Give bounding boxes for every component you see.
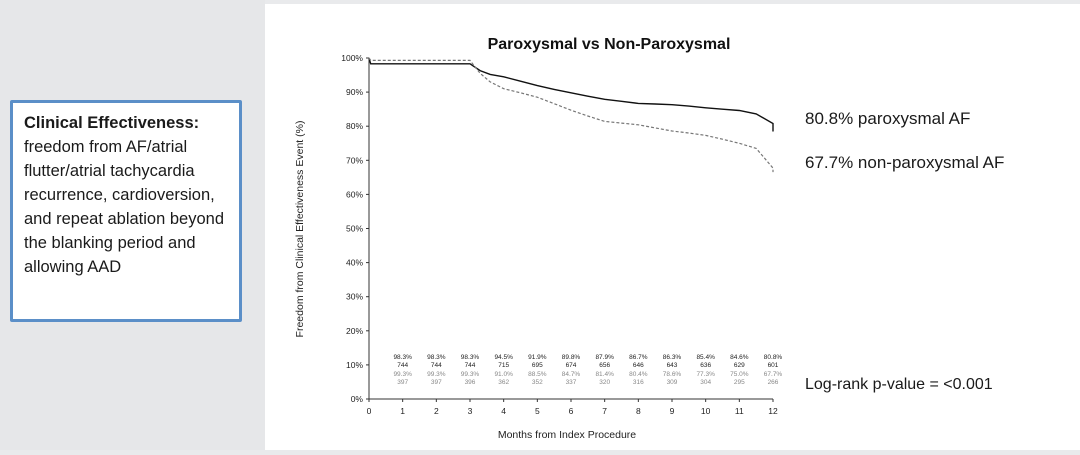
risk-table-cell: 629 (734, 362, 745, 369)
y-tick-label: 90% (346, 87, 363, 97)
risk-table-cell: 81.4% (595, 371, 614, 378)
clinical-effectiveness-box: Clinical Effectiveness: freedom from AF/… (10, 100, 242, 322)
y-tick-label: 40% (346, 258, 363, 268)
x-tick-label: 0 (367, 406, 372, 416)
clinical-effectiveness-title: Clinical Effectiveness: (24, 114, 200, 132)
risk-table-cell: 91.9% (528, 354, 547, 361)
x-tick-label: 4 (501, 406, 506, 416)
x-tick-label: 6 (569, 406, 574, 416)
risk-table-cell: 84.6% (730, 354, 749, 361)
paroxysmal-curve (368, 57, 774, 132)
risk-table-cell: 85.4% (696, 354, 715, 361)
risk-table-cell: 266 (768, 379, 779, 386)
risk-table-cell: 636 (700, 362, 711, 369)
risk-table-cell: 695 (532, 362, 543, 369)
paroxysmal-end-label: 80.8% paroxysmal AF (805, 109, 970, 128)
kaplan-meier-chart: Paroxysmal vs Non-Paroxysmal 0% 10% 20% 30%… (294, 36, 1004, 441)
survival-curves (368, 57, 774, 173)
risk-table-cell: 77.3% (696, 371, 715, 378)
risk-table-cell: 84.7% (562, 371, 581, 378)
risk-table-cell: 309 (667, 379, 678, 386)
x-tick-label: 5 (535, 406, 540, 416)
risk-table-cell: 601 (768, 362, 779, 369)
risk-table-cell: 362 (498, 379, 509, 386)
risk-table-cell: 99.3% (393, 371, 412, 378)
x-tick-label: 2 (434, 406, 439, 416)
risk-table-cell: 320 (599, 379, 610, 386)
risk-table-cell: 352 (532, 379, 543, 386)
x-tick-label: 12 (768, 406, 778, 416)
x-tick-label: 11 (735, 406, 744, 416)
risk-table-cell: 86.3% (663, 354, 682, 361)
risk-table-cell: 304 (700, 379, 711, 386)
x-axis-label: Months from Index Procedure (498, 429, 636, 441)
risk-table-cell: 643 (667, 362, 678, 369)
clinical-effectiveness-definition: freedom from AF/atrial flutter/atrial ta… (24, 138, 224, 276)
risk-table-cell: 646 (633, 362, 644, 369)
x-tick-label: 9 (670, 406, 675, 416)
log-rank-p-value: Log-rank p-value = <0.001 (805, 376, 993, 393)
risk-table-cell: 89.8% (562, 354, 581, 361)
risk-table-cell: 316 (633, 379, 644, 386)
risk-table-cell: 674 (566, 362, 577, 369)
risk-table-cell: 88.5% (528, 371, 547, 378)
risk-table: 98.3% 98.3% 98.3% 94.5% 91.9% 89.8% 87.9% 86.7%… (393, 354, 782, 386)
risk-table-cell: 99.3% (427, 371, 446, 378)
risk-table-cell: 99.3% (461, 371, 480, 378)
risk-table-cell: 91.0% (494, 371, 513, 378)
risk-table-cell: 715 (498, 362, 509, 369)
risk-table-cell: 67.7% (764, 371, 783, 378)
x-tick-label: 3 (468, 406, 473, 416)
risk-table-cell: 744 (397, 362, 408, 369)
x-tick-label: 10 (701, 406, 711, 416)
y-tick-label: 50% (346, 224, 363, 234)
left-panel: Clinical Effectiveness: freedom from AF/… (0, 0, 265, 450)
risk-table-cell: 87.9% (595, 354, 614, 361)
chart-title: Paroxysmal vs Non-Paroxysmal (488, 36, 731, 53)
x-tick-label: 1 (400, 406, 405, 416)
risk-table-cell: 396 (465, 379, 476, 386)
risk-table-cell: 80.8% (764, 354, 783, 361)
y-tick-label: 0% (351, 394, 364, 404)
y-tick-label: 10% (346, 360, 363, 370)
risk-table-cell: 98.3% (461, 354, 480, 361)
risk-table-cell: 397 (431, 379, 442, 386)
non-paroxysmal-end-label: 67.7% non-paroxysmal AF (805, 153, 1004, 172)
axes: 0%10%20%30%40%50%60%70%80%90%100%0 1 2 3 4 5 6… (341, 53, 778, 416)
risk-table-cell: 80.4% (629, 371, 648, 378)
non-paroxysmal-curve (368, 57, 774, 173)
risk-table-cell: 86.7% (629, 354, 648, 361)
y-tick-label: 20% (346, 326, 363, 336)
risk-table-cell: 744 (431, 362, 442, 369)
y-tick-label: 80% (346, 121, 363, 131)
plot-panel: Paroxysmal vs Non-Paroxysmal 0% 10% 20% 30%… (265, 4, 1080, 450)
risk-table-cell: 94.5% (494, 354, 513, 361)
risk-table-cell: 98.3% (427, 354, 446, 361)
y-axis-label: Freedom from Clinical Effectiveness Even… (294, 121, 306, 338)
y-tick-label: 60% (346, 189, 363, 199)
risk-table-cell: 98.3% (393, 354, 412, 361)
risk-table-cell: 744 (465, 362, 476, 369)
risk-table-cell: 295 (734, 379, 745, 386)
risk-table-cell: 337 (566, 379, 577, 386)
risk-table-cell: 75.0% (730, 371, 749, 378)
risk-table-cell: 78.6% (663, 371, 682, 378)
y-tick-label: 100% (341, 53, 363, 63)
y-tick-label: 30% (346, 292, 363, 302)
x-tick-label: 8 (636, 406, 641, 416)
y-tick-label: 70% (346, 155, 363, 165)
risk-table-cell: 656 (599, 362, 610, 369)
x-tick-label: 7 (602, 406, 607, 416)
risk-table-cell: 397 (397, 379, 408, 386)
